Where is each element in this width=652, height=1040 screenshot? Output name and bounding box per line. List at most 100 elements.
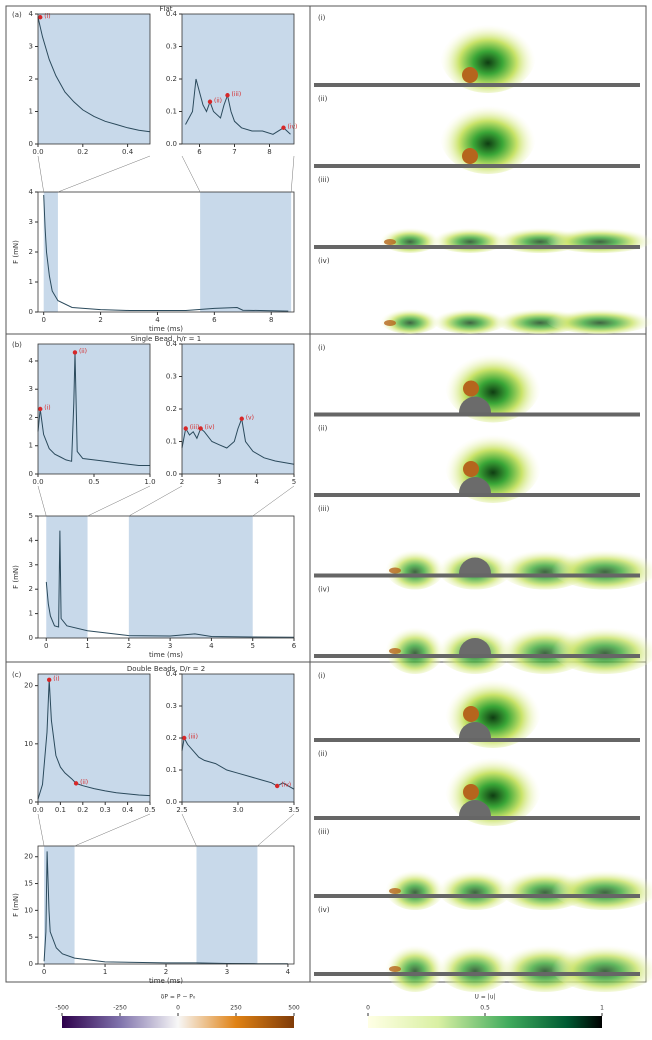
y-axis-label: F (mN) <box>12 565 20 589</box>
zoom-connector <box>181 813 197 847</box>
y-tick-label: 20 <box>24 853 33 861</box>
force-line <box>37 17 151 133</box>
y-tick-label: 0.2 <box>166 75 177 83</box>
y-tick-label: 0.1 <box>166 108 177 116</box>
x-tick-label: 0.3 <box>100 806 111 814</box>
y-tick-label: 0.0 <box>166 470 177 478</box>
y-tick-label: 1 <box>29 278 33 286</box>
x-axis-label: time (ms) <box>149 325 183 333</box>
snapshot-marker-label: (v) <box>246 414 254 421</box>
snapshot-marker-label: (iv) <box>281 782 291 789</box>
snapshot-marker-label: (iv) <box>205 424 215 431</box>
axes-frame <box>37 343 151 475</box>
y-tick-label: 0 <box>29 308 33 316</box>
x-tick-label: 7 <box>232 148 236 156</box>
colorbar-tick-label: -250 <box>113 1005 127 1012</box>
y-tick-label: 10 <box>24 906 33 914</box>
x-tick-label: 5 <box>250 642 254 650</box>
snapshot-label: (i) <box>318 344 326 352</box>
colorbar-tick-label: 0 <box>366 1005 370 1012</box>
snapshot-marker <box>38 15 43 20</box>
x-tick-label: 4 <box>286 968 291 976</box>
x-tick-label: 0 <box>44 642 48 650</box>
y-tick-label: 0.1 <box>166 766 177 774</box>
snapshot-label: (iii) <box>318 505 330 513</box>
snapshot-marker-label: (ii) <box>214 97 222 104</box>
axes-frame <box>181 343 295 475</box>
substrate <box>314 412 640 417</box>
velocity-field <box>385 545 445 590</box>
y-tick-label: 4 <box>29 188 34 196</box>
axes-frame <box>37 673 151 803</box>
force-line <box>43 194 289 312</box>
y-tick-label: 0 <box>29 470 33 478</box>
panel-title: Single Bead, h/r = 1 <box>131 335 201 343</box>
y-tick-label: 10 <box>24 740 33 748</box>
droplet-fragment <box>389 966 401 972</box>
axes-frame <box>37 515 295 639</box>
plot-area <box>182 344 294 474</box>
snapshot-panel: (ii) <box>314 425 640 503</box>
y-tick-label: 2 <box>29 585 33 593</box>
x-tick-label: 3 <box>217 478 221 486</box>
snapshot-marker <box>225 93 230 98</box>
y-tick-label: 0.3 <box>166 702 177 710</box>
droplet-fragment <box>389 888 401 894</box>
x-tick-label: 3 <box>225 968 229 976</box>
panel-label: (c) <box>12 671 22 679</box>
snapshot-label: (iii) <box>318 828 330 836</box>
panel-title: Double Beads, D/r = 2 <box>127 665 205 673</box>
colorbar <box>368 1016 602 1028</box>
substrate <box>314 654 640 658</box>
x-tick-label: 0 <box>41 316 45 324</box>
snapshot-marker-label: (ii) <box>79 348 87 355</box>
zoom-connector <box>252 485 295 517</box>
snapshot-label: (ii) <box>318 95 328 103</box>
colorbar-tick-label: 500 <box>288 1005 300 1012</box>
snapshot-panel: (i) <box>314 14 640 93</box>
snapshot-label: (i) <box>318 14 326 22</box>
colorbar-tick-label: 1 <box>600 1005 604 1012</box>
velocity-field <box>440 98 536 174</box>
zoom-connector <box>37 813 45 847</box>
snapshot-panel: (iii) <box>314 176 652 253</box>
snapshot-panel: (ii) <box>314 750 640 826</box>
y-axis-label: F (mN) <box>12 893 20 917</box>
substrate <box>314 573 640 578</box>
force-line <box>37 679 151 800</box>
x-tick-label: 6 <box>212 316 217 324</box>
y-tick-label: 0 <box>29 798 33 806</box>
x-tick-label: 0.5 <box>88 478 99 486</box>
substrate <box>314 738 640 742</box>
snapshot-marker <box>183 426 188 431</box>
y-tick-label: 1 <box>29 610 33 618</box>
x-tick-label: 2 <box>180 478 184 486</box>
snapshot-label: (ii) <box>318 750 328 758</box>
y-tick-label: 3 <box>29 218 33 226</box>
colorbar <box>62 1016 294 1028</box>
x-tick-label: 8 <box>269 316 273 324</box>
panel-label: (a) <box>12 11 22 19</box>
snapshot-label: (ii) <box>318 425 328 433</box>
snapshot-marker <box>47 677 52 683</box>
bead <box>459 722 491 738</box>
zoom-connector <box>257 813 295 847</box>
snapshot-marker-label: (i) <box>44 13 50 20</box>
x-tick-label: 1 <box>103 968 107 976</box>
droplet <box>463 461 479 477</box>
colorbar-tick-label: -500 <box>55 1005 69 1012</box>
colorbar-tick-label: 0 <box>176 1005 180 1012</box>
x-tick-label: 6 <box>292 642 297 650</box>
y-tick-label: 20 <box>24 682 33 690</box>
x-axis-label: time (ms) <box>149 977 183 985</box>
colorbar-tick-label: 250 <box>230 1005 242 1012</box>
colorbar-label: δP = P − P₀ <box>161 994 196 1001</box>
panel-title: Flat <box>159 5 172 13</box>
bead <box>459 557 491 574</box>
snapshot-label: (iv) <box>318 906 330 914</box>
snapshot-panel: (i) <box>314 344 640 423</box>
droplet <box>463 706 479 722</box>
force-line <box>37 352 150 466</box>
y-tick-label: 1 <box>29 108 33 116</box>
plot-area <box>38 674 150 802</box>
